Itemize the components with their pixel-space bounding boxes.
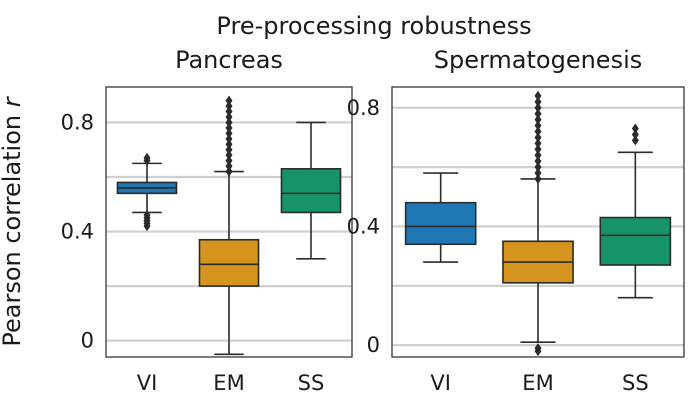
x-tick-label-ss: SS <box>298 371 325 395</box>
y-tick-label: 0.4 <box>61 220 94 244</box>
outlier-point <box>534 132 542 143</box>
y-tick-label: 0 <box>81 329 94 353</box>
x-tick-label-em: EM <box>213 371 244 395</box>
panel-pancreas: Pancreas 0 0.4 0.8 VI EM SS <box>61 46 353 395</box>
y-axis-label-text: Pearson correlation <box>0 115 26 347</box>
outlier-point <box>631 135 639 146</box>
outlier-point <box>225 106 233 117</box>
outlier-point <box>631 129 639 140</box>
box-em <box>198 95 260 356</box>
outlier-point <box>225 150 233 161</box>
box-vi <box>116 152 178 232</box>
y-axis-label-variable: r <box>0 95 26 107</box>
outlier-point <box>534 343 542 354</box>
outlier-point <box>225 161 233 172</box>
iqr-box <box>599 216 672 266</box>
outlier-point <box>143 210 151 221</box>
y-tick-label: 0.8 <box>61 110 94 134</box>
iqr-box <box>404 201 477 246</box>
panel-title: Spermatogenesis <box>434 46 643 74</box>
x-tick-label-ss: SS <box>622 371 649 395</box>
iqr-box <box>198 238 260 287</box>
outlier-point <box>534 168 542 179</box>
outlier-point <box>534 108 542 119</box>
y-tick-label: 0.4 <box>347 214 380 238</box>
outlier-point <box>534 96 542 107</box>
plot-frame <box>391 86 685 358</box>
outlier-point <box>225 117 233 128</box>
outlier-point <box>534 150 542 161</box>
outlier-point <box>534 173 542 184</box>
outlier-point <box>631 123 639 134</box>
panel-title: Pancreas <box>175 46 283 74</box>
box-vi <box>404 172 477 263</box>
box-ss <box>599 123 672 299</box>
outlier-point <box>225 155 233 166</box>
y-tick-label: 0 <box>367 333 380 357</box>
outlier-point <box>225 166 233 177</box>
figure-title: Pre-processing robustness <box>216 12 531 40</box>
outlier-point <box>225 95 233 106</box>
outlier-point <box>534 138 542 149</box>
plot-frame <box>105 86 353 358</box>
outlier-point <box>534 162 542 173</box>
outlier-point <box>534 156 542 167</box>
iqr-box <box>280 168 342 214</box>
outlier-point <box>225 112 233 122</box>
panel-spermatogenesis: Spermatogenesis 0 0.4 0.8 VI EM SS <box>347 46 685 395</box>
outlier-point <box>225 144 233 155</box>
x-tick-label-vi: VI <box>430 371 451 395</box>
outlier-point <box>534 114 542 125</box>
y-tick-label: 0.8 <box>347 96 380 120</box>
y-axis-label: Pearson correlation r <box>0 95 26 346</box>
x-tick-label-em: EM <box>522 371 553 395</box>
outlier-point <box>225 133 233 144</box>
outlier-point <box>534 102 542 113</box>
outlier-point <box>534 90 542 101</box>
box-ss <box>280 121 342 260</box>
box-em <box>502 90 574 357</box>
outlier-point <box>225 122 233 133</box>
outlier-point <box>534 126 542 137</box>
outlier-point <box>225 128 233 139</box>
x-tick-label-vi: VI <box>137 371 158 395</box>
outlier-point <box>534 120 542 131</box>
outlier-point <box>225 101 233 112</box>
outlier-point <box>534 144 542 155</box>
outlier-point <box>225 139 233 150</box>
outlier-point <box>143 152 151 163</box>
